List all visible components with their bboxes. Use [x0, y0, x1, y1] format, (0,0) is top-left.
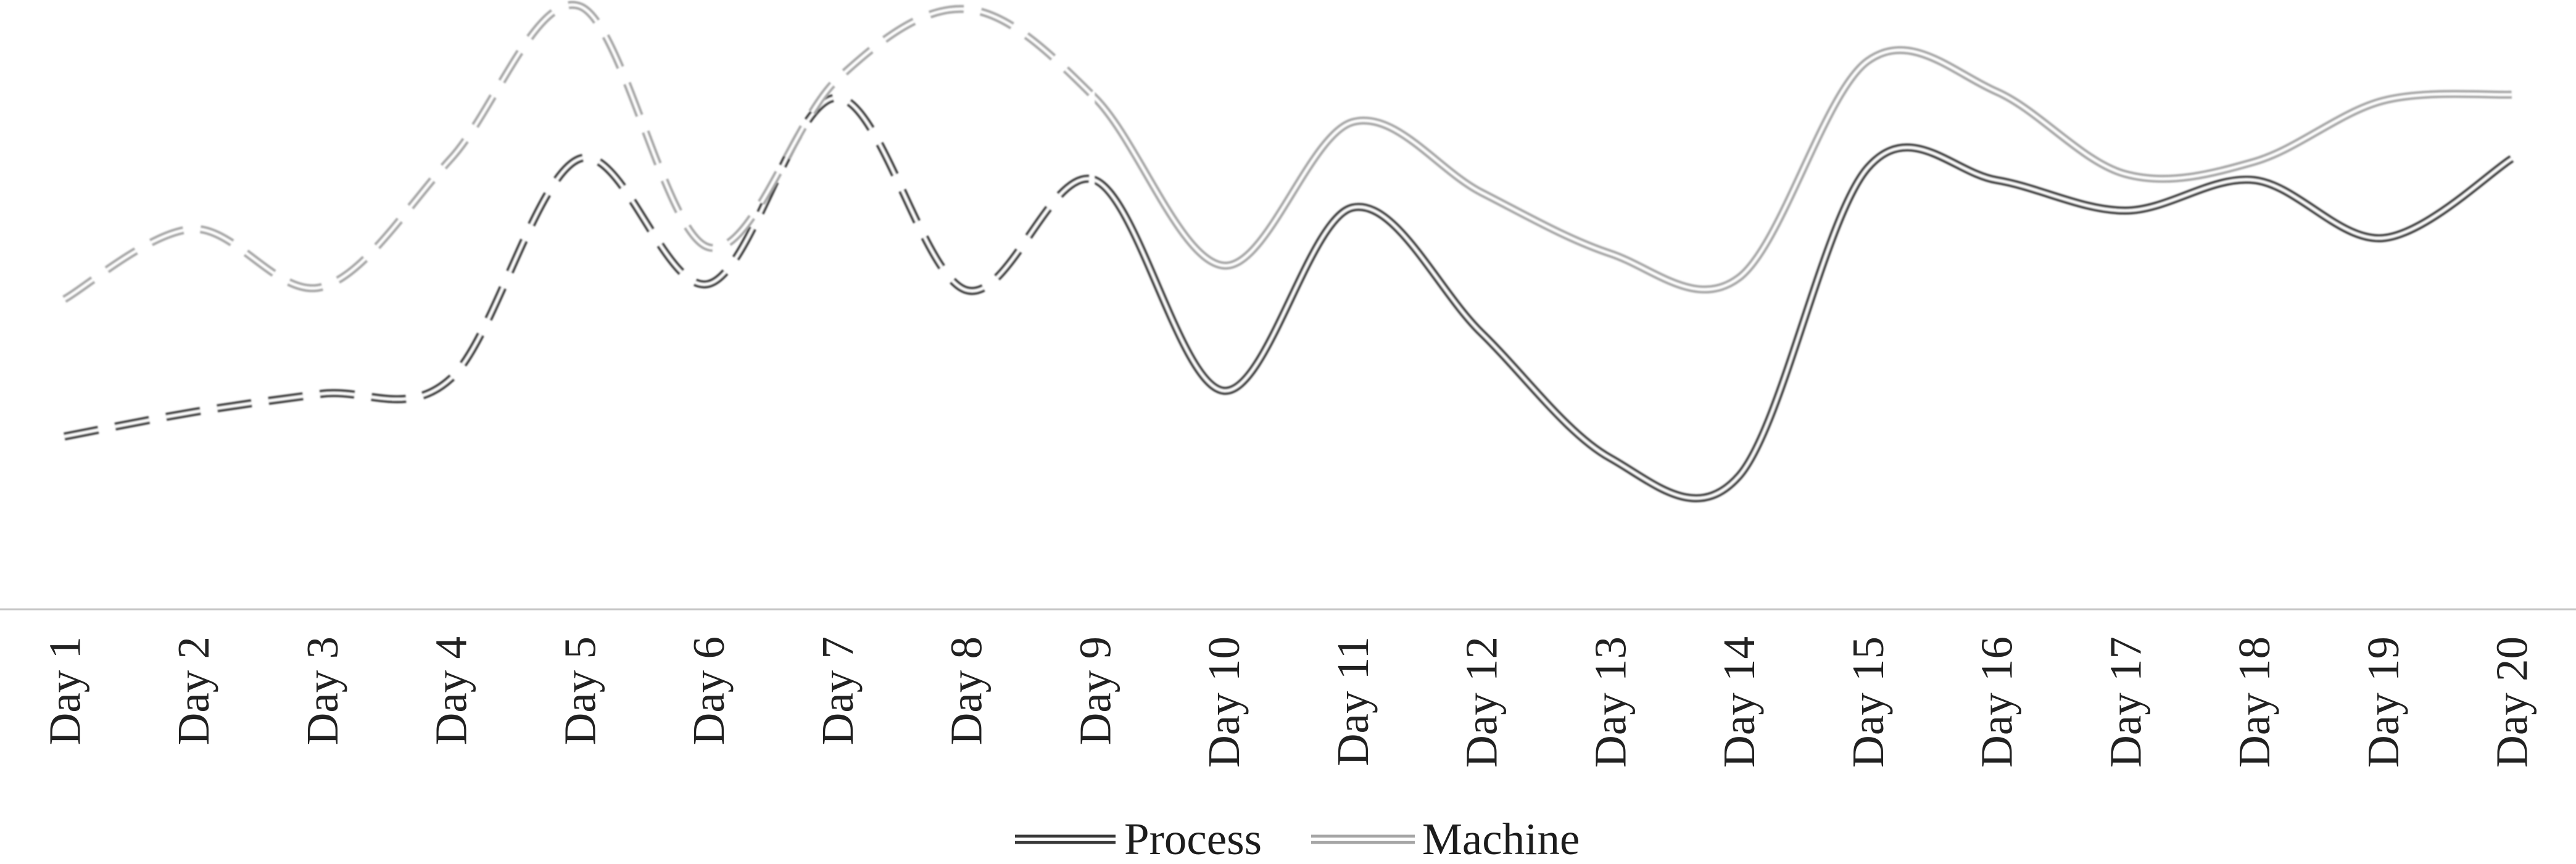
x-axis-label: Day 7 [813, 636, 863, 745]
legend-label: Machine [1422, 814, 1580, 864]
series-line-core-dashed [64, 3, 1095, 301]
x-axis-label: Day 1 [39, 636, 89, 745]
legend-item-machine: Machine [1311, 814, 1580, 864]
series-process [64, 93, 2514, 503]
x-axis-label: Day 19 [2358, 636, 2408, 768]
x-axis-label: Day 20 [2487, 636, 2537, 768]
x-axis-label: Day 18 [2229, 636, 2279, 768]
x-axis-label: Day 16 [1972, 636, 2022, 768]
x-axis-label: Day 17 [2100, 636, 2150, 768]
x-axis-label: Day 11 [1328, 636, 1378, 766]
x-axis-label: Day 15 [1843, 636, 1893, 768]
x-axis-label: Day 9 [1070, 636, 1120, 745]
x-axis-label: Day 14 [1714, 636, 1764, 768]
series-line-core-solid [1095, 146, 2512, 500]
x-axis-label: Day 3 [297, 636, 347, 745]
x-axis-labels: Day 1 Day 2 Day 3 Day 4 Day 5 Day 6 Day 7 Day 8… [39, 636, 2537, 768]
series-line-core-solid [1095, 48, 2512, 291]
x-axis-label: Day 2 [168, 636, 218, 745]
x-axis-label: Day 10 [1199, 636, 1249, 768]
x-axis-label: Day 4 [426, 636, 476, 745]
legend: Process Machine [1015, 814, 1580, 864]
x-axis-label: Day 12 [1457, 636, 1507, 768]
x-axis-label: Day 5 [555, 636, 605, 745]
legend-item-process: Process [1015, 814, 1262, 864]
series-line-outer-solid [1095, 143, 2514, 503]
x-axis-label: Day 8 [942, 636, 992, 745]
legend-label: Process [1124, 814, 1262, 864]
series-line-core-dashed [64, 96, 1095, 438]
series-machine [62, 1, 2512, 303]
series-line-outer-dashed [62, 1, 1095, 303]
x-axis-label: Day 6 [684, 636, 734, 745]
series-lines [62, 1, 2514, 503]
series-line-outer-solid [1095, 46, 2512, 294]
x-axis-label: Day 13 [1585, 636, 1635, 768]
